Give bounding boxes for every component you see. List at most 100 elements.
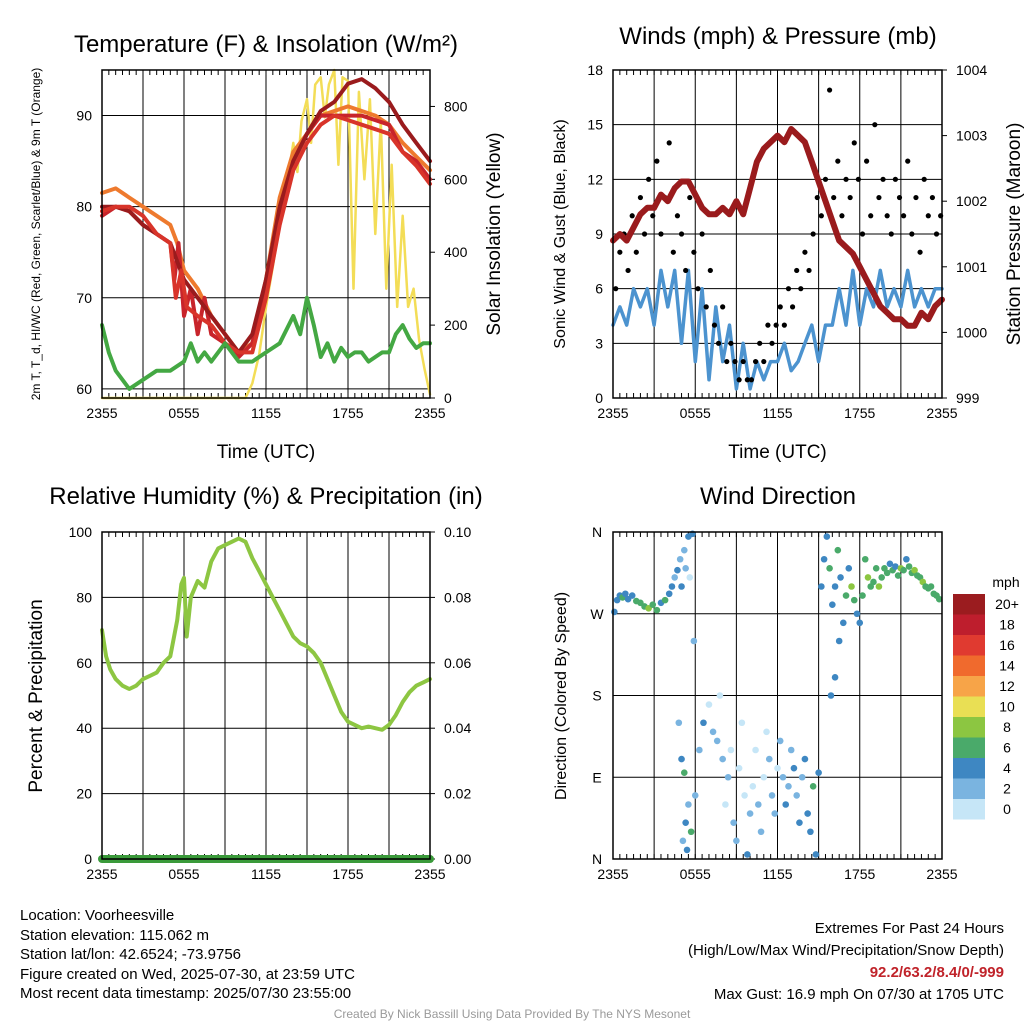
direction-point xyxy=(905,563,913,570)
gust-point xyxy=(839,213,845,219)
gust-point xyxy=(814,194,820,201)
direction-point xyxy=(835,637,843,645)
panel-title: Winds (mph) & Pressure (mb) xyxy=(619,23,936,50)
gust-point xyxy=(707,267,713,274)
direction-point xyxy=(683,846,691,854)
direction-point xyxy=(713,737,721,745)
gust-point xyxy=(868,213,874,219)
direction-point xyxy=(894,572,902,579)
direction-point xyxy=(842,592,850,599)
direction-point xyxy=(837,574,844,581)
legend-label: 4 xyxy=(1003,760,1011,776)
plot-frame xyxy=(101,69,431,399)
direction-point xyxy=(845,565,853,572)
gust-point xyxy=(847,194,853,201)
y-axis-label-left: 2m T, T_d, HI/WC (Red, Green, Scarlet/Bl… xyxy=(29,68,43,401)
gust-point xyxy=(818,213,824,219)
y-tick-label: 0 xyxy=(595,390,603,406)
x-tick-label: 2355 xyxy=(926,405,957,421)
direction-point xyxy=(746,810,754,817)
gust-point xyxy=(822,176,829,182)
gust-point xyxy=(917,249,923,255)
y2-tick-label: 1000 xyxy=(956,324,987,340)
direction-point xyxy=(886,560,894,568)
y-tick-label: W xyxy=(590,606,604,622)
x-tick-label: 1755 xyxy=(332,866,363,882)
direction-point xyxy=(680,546,688,554)
x-tick-label: 0555 xyxy=(168,866,199,882)
direction-point xyxy=(722,801,729,808)
gust-point xyxy=(699,231,705,237)
direction-point xyxy=(665,590,673,598)
gust-point xyxy=(646,176,652,182)
y-axis-label-right: Solar Insolation (Yellow) xyxy=(484,132,505,335)
x-tick-label: 2355 xyxy=(597,866,628,882)
direction-point xyxy=(727,746,735,754)
x-tick-label: 1755 xyxy=(844,405,875,421)
direction-point xyxy=(682,565,689,572)
direction-point xyxy=(875,583,883,590)
direction-point xyxy=(900,566,907,574)
gust-point xyxy=(658,231,664,237)
x-tick-label: 1755 xyxy=(844,866,875,882)
gust-point xyxy=(613,286,619,292)
gust-point xyxy=(905,158,911,164)
gust-point xyxy=(633,249,639,255)
y2-tick-label: 1002 xyxy=(956,193,987,209)
direction-point xyxy=(675,719,683,727)
direction-point xyxy=(826,565,833,572)
direction-point xyxy=(892,563,899,570)
plot-frame xyxy=(101,531,431,860)
y-axis-label-left: Sonic Wind & Gust (Blue, Black) xyxy=(552,119,569,348)
direction-point xyxy=(661,596,669,604)
gust-point xyxy=(925,213,931,219)
direction-point xyxy=(903,555,910,563)
gust-point xyxy=(835,158,841,164)
direction-point xyxy=(848,583,855,590)
gust-point xyxy=(744,377,750,383)
gust-point xyxy=(752,358,759,365)
legend-label: 12 xyxy=(999,678,1015,694)
legend-label: 10 xyxy=(999,699,1015,715)
panel-title: Temperature (F) & Insolation (W/m²) xyxy=(74,31,458,58)
legend-label: 20+ xyxy=(995,596,1019,612)
y-tick-label: 90 xyxy=(76,108,92,124)
location-text: Location: Voorheesville xyxy=(20,907,175,924)
gust-point xyxy=(876,194,882,201)
gust-point xyxy=(761,358,767,365)
direction-point xyxy=(763,728,770,736)
direction-point xyxy=(755,801,762,808)
legend-swatch xyxy=(953,614,985,635)
direction-point xyxy=(691,792,699,799)
gust-point xyxy=(810,231,816,237)
legend-label: 2 xyxy=(1003,781,1011,797)
panel-wind: Winds (mph) & Pressure (mb) 2355 0555 1155 1… xyxy=(552,23,1024,463)
direction-point xyxy=(809,783,817,790)
y2-tick-label: 1004 xyxy=(956,62,987,78)
direction-point xyxy=(861,555,869,563)
gust-point xyxy=(670,249,676,255)
direction-point xyxy=(831,583,839,590)
direction-point xyxy=(679,837,687,845)
plot-frame xyxy=(612,531,943,860)
gust-point xyxy=(724,358,730,365)
legend-label: 14 xyxy=(999,658,1015,674)
direction-point xyxy=(771,810,779,817)
y-tick-label: 60 xyxy=(76,381,92,397)
direction-point xyxy=(700,719,707,727)
direction-point xyxy=(840,619,847,627)
direction-point xyxy=(927,583,935,590)
x-axis-label: Time (UTC) xyxy=(217,442,316,463)
series-green-line xyxy=(100,295,432,391)
direction-point xyxy=(678,755,685,763)
y2-tick-label: 0.06 xyxy=(444,655,471,671)
direction-point xyxy=(685,801,692,808)
gust-point xyxy=(785,286,792,292)
legend-swatch xyxy=(953,737,985,758)
y-tick-label: N xyxy=(592,851,602,867)
y-tick-label: 80 xyxy=(76,199,92,215)
legend-label: 8 xyxy=(1003,719,1011,735)
gust-point xyxy=(896,194,903,201)
direction-point xyxy=(787,746,795,754)
